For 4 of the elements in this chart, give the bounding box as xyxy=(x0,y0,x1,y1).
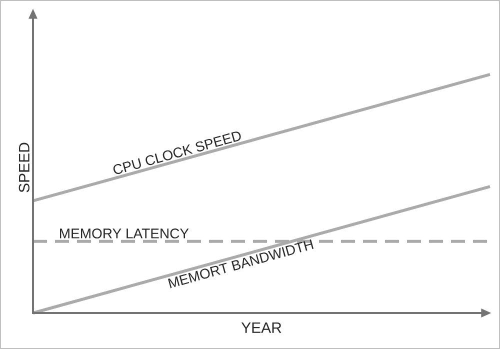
text: CPU CLOCK SPEED xyxy=(113,132,241,174)
x-axis-title: YEAR xyxy=(241,322,282,333)
y-axis-title: SPEED xyxy=(18,142,30,192)
series-label: MEMORY LATENCY xyxy=(60,228,189,238)
